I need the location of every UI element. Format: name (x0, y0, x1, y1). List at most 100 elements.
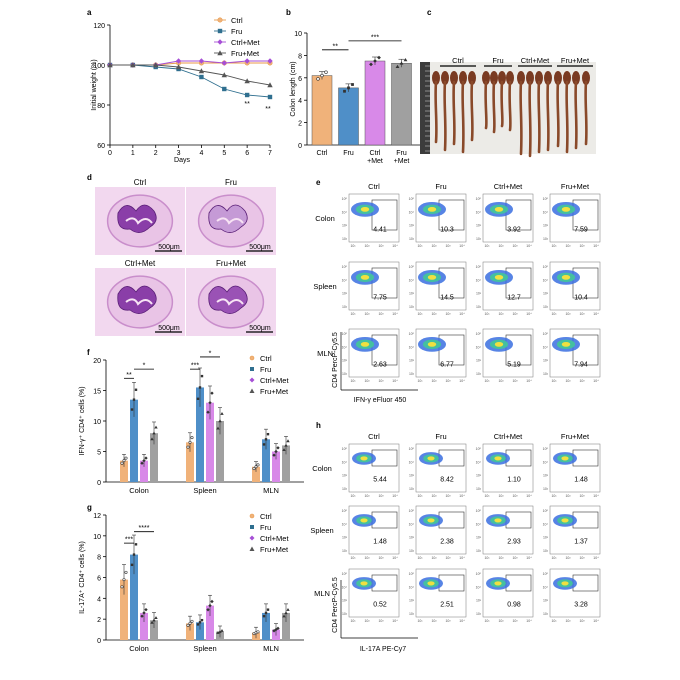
data-point (377, 55, 381, 60)
data-point (254, 465, 258, 469)
flow-axis-tick: 10⁵ (409, 332, 415, 336)
data-point (150, 437, 154, 441)
flow-axis-tick: 10³ (543, 599, 549, 603)
data-point (130, 408, 134, 411)
flow-axis-tick: 10⁵ (342, 265, 348, 269)
flow-axis-tick: 10² (431, 244, 437, 248)
data-point (210, 599, 214, 604)
data-point (134, 388, 138, 391)
flow-axis-tick: 10⁴ (476, 210, 482, 214)
flow-gate-percentage: 0.52 (373, 601, 387, 608)
flow-axis-tick: 10³ (342, 292, 348, 296)
panel-h-flow-il17a: Ctrl Fru Ctrl+Met Fru+MetColon10⁵10¹10⁴10²1… (310, 432, 601, 653)
y-tick-label: 60 (97, 143, 105, 150)
flow-plot-frame (549, 261, 601, 311)
significance-mark: *** (191, 363, 199, 370)
flow-population-peak (561, 274, 571, 280)
flow-row-label: Colon (312, 464, 332, 473)
data-point (262, 614, 266, 618)
flow-axis-tick: 10² (476, 549, 482, 553)
data-point (120, 585, 124, 589)
bar (206, 402, 214, 482)
legend-marker (250, 367, 254, 371)
colon-tissue (452, 80, 456, 146)
flow-population-peak (360, 581, 368, 586)
flow-population-peak (360, 341, 370, 347)
flow-axis-tick: 10² (543, 372, 549, 376)
significance-mark: **** (139, 525, 150, 532)
data-point (130, 563, 134, 567)
flow-axis-tick: 10³ (476, 599, 482, 603)
data-point (286, 607, 290, 611)
flow-axis-tick: 10⁵ (409, 447, 415, 451)
flow-population-peak (427, 341, 437, 347)
flow-axis-tick: 10³ (512, 244, 518, 248)
bar (391, 62, 412, 146)
data-point (216, 426, 220, 430)
data-point (198, 621, 202, 624)
data-point (142, 611, 146, 615)
histology-label: Fru (225, 178, 237, 187)
flow-plot-frame (549, 505, 601, 555)
legend-marker (249, 535, 255, 541)
scale-bar-label: 500μm (249, 325, 271, 332)
flow-axis-tick: 10¹ (417, 312, 423, 316)
flow-axis-tick: 10⁴ (593, 494, 599, 498)
bar (282, 445, 290, 482)
bar (130, 554, 138, 640)
data-point (122, 459, 126, 463)
flow-axis-tick: 10¹ (350, 244, 356, 248)
data-point (282, 614, 286, 618)
flow-axis-tick: 10² (364, 312, 370, 316)
colon-tissue (492, 80, 496, 134)
colon-cecum (450, 71, 458, 85)
legend-label: Ctrl+Met (260, 534, 289, 543)
flow-axis-tick: 10³ (409, 474, 415, 478)
flow-plot-frame (549, 328, 601, 378)
data-point (124, 570, 128, 574)
legend-marker (217, 17, 223, 23)
colon-tissue (528, 80, 532, 158)
flow-axis-tick: 10³ (445, 619, 451, 623)
flow-plot-frame (415, 568, 467, 618)
flow-population-peak (494, 206, 504, 212)
flow-axis-tick: 10³ (378, 619, 384, 623)
colon-cecum (459, 71, 467, 85)
flow-population-peak (494, 341, 504, 347)
flow-axis-tick: 10⁵ (476, 332, 482, 336)
data-point (154, 616, 158, 620)
data-point (150, 620, 154, 624)
y-tick-label: 8 (97, 555, 101, 562)
lumen (216, 217, 244, 225)
flow-axis-tick: 10⁴ (526, 379, 532, 383)
y-axis-label: Colon length (cm) (290, 61, 297, 116)
data-point (132, 398, 136, 401)
flow-axis-tick: 10³ (342, 599, 348, 603)
significance-mark: * (209, 350, 212, 357)
data-point (142, 458, 146, 463)
x-tick-label: Ctrl (317, 150, 328, 157)
flow-axis-tick: 10⁴ (526, 312, 532, 316)
panel-a-weight-chart: 60 80 100 120 0 1 2 3 4 5 6 7 Days Initial weight (%)… (91, 16, 273, 164)
flow-axis-tick: 10¹ (484, 619, 490, 623)
x-tick-label: Fru (396, 150, 407, 157)
data-point (196, 397, 200, 400)
panel-f-ifng-bar-chart: 0 5 10 15 20 IFN-γ⁺ CD4⁺ cells (%) Colon Spleen… (79, 350, 304, 495)
data-point (208, 401, 212, 405)
data-point (206, 410, 210, 414)
group-label: Ctrl (452, 56, 464, 65)
flow-axis-tick: 10² (409, 487, 415, 491)
flow-axis-tick: 10² (498, 619, 504, 623)
data-point (256, 463, 260, 467)
x-tick-label: MLN (263, 644, 279, 653)
flow-gate-percentage: 10.4 (574, 294, 588, 301)
flow-axis-tick: 10² (364, 244, 370, 248)
flow-population-peak (360, 518, 368, 523)
flow-axis-tick: 10⁴ (543, 460, 549, 464)
flow-axis-tick: 10⁴ (342, 278, 348, 282)
y-tick-label: 4 (298, 98, 302, 105)
colon-cecum (490, 71, 498, 85)
colon-tissue (461, 80, 465, 154)
colon-tissue (443, 80, 447, 152)
bar (252, 466, 260, 482)
